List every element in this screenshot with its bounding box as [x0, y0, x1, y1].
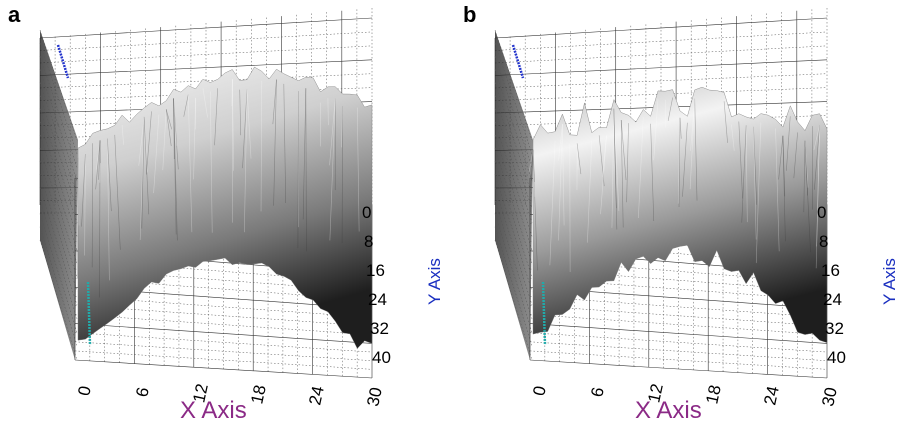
x-tick-label: 18	[702, 383, 725, 405]
left-wall-grid	[39, 29, 78, 361]
y-tick-label: 16	[366, 261, 385, 280]
x-tick-label: 24	[760, 384, 783, 406]
surface-mesh	[532, 86, 828, 343]
y-tick-label: 0	[817, 203, 826, 222]
cyan-marker	[86, 281, 92, 346]
x-tick-label: 0	[529, 384, 550, 397]
y-tick-label: 32	[825, 319, 844, 338]
x-tick-label: 30	[363, 386, 386, 408]
x-tick-label: 0	[74, 384, 95, 397]
y-tick-label: 0	[362, 203, 371, 222]
y-tick-label: 8	[819, 232, 828, 251]
y-axis-label: Y Axis	[880, 258, 899, 305]
y-tick-label: 24	[823, 290, 842, 309]
x-tick-label: 18	[247, 383, 270, 405]
left-wall-grid	[494, 29, 533, 361]
cyan-marker	[541, 281, 547, 346]
x-tick-label: 6	[587, 385, 608, 398]
x-tick-label: 12	[189, 382, 212, 404]
y-tick-label: 40	[827, 348, 846, 367]
x-tick-label: 24	[305, 384, 328, 406]
surface-plot-b: b 0 6 12 18 24 30 X Axis 0 8 16 24 32 40 Y Axis	[463, 2, 899, 424]
y-axis-label: Y Axis	[425, 258, 444, 305]
panel-letter: b	[463, 2, 476, 27]
x-tick-label: 30	[818, 386, 841, 408]
y-tick-label: 24	[368, 290, 387, 309]
surface-plot-a: a 0 6 12 18 24 30 X Axis 0 8 16 24 32 40 Y Axis	[8, 2, 444, 424]
x-axis-label: X Axis	[180, 397, 247, 424]
y-tick-label: 8	[364, 232, 373, 251]
x-tick-label: 6	[132, 385, 153, 398]
blue-marker	[511, 44, 525, 79]
left-wall	[495, 30, 533, 360]
surface-mesh	[77, 66, 373, 349]
x-tick-label: 12	[644, 382, 667, 404]
left-wall	[40, 30, 78, 360]
y-tick-label: 40	[372, 348, 391, 367]
blue-marker	[56, 44, 70, 79]
x-axis-label: X Axis	[635, 397, 702, 424]
y-tick-label: 32	[370, 319, 389, 338]
panel-letter: a	[8, 2, 21, 27]
y-tick-label: 16	[821, 261, 840, 280]
